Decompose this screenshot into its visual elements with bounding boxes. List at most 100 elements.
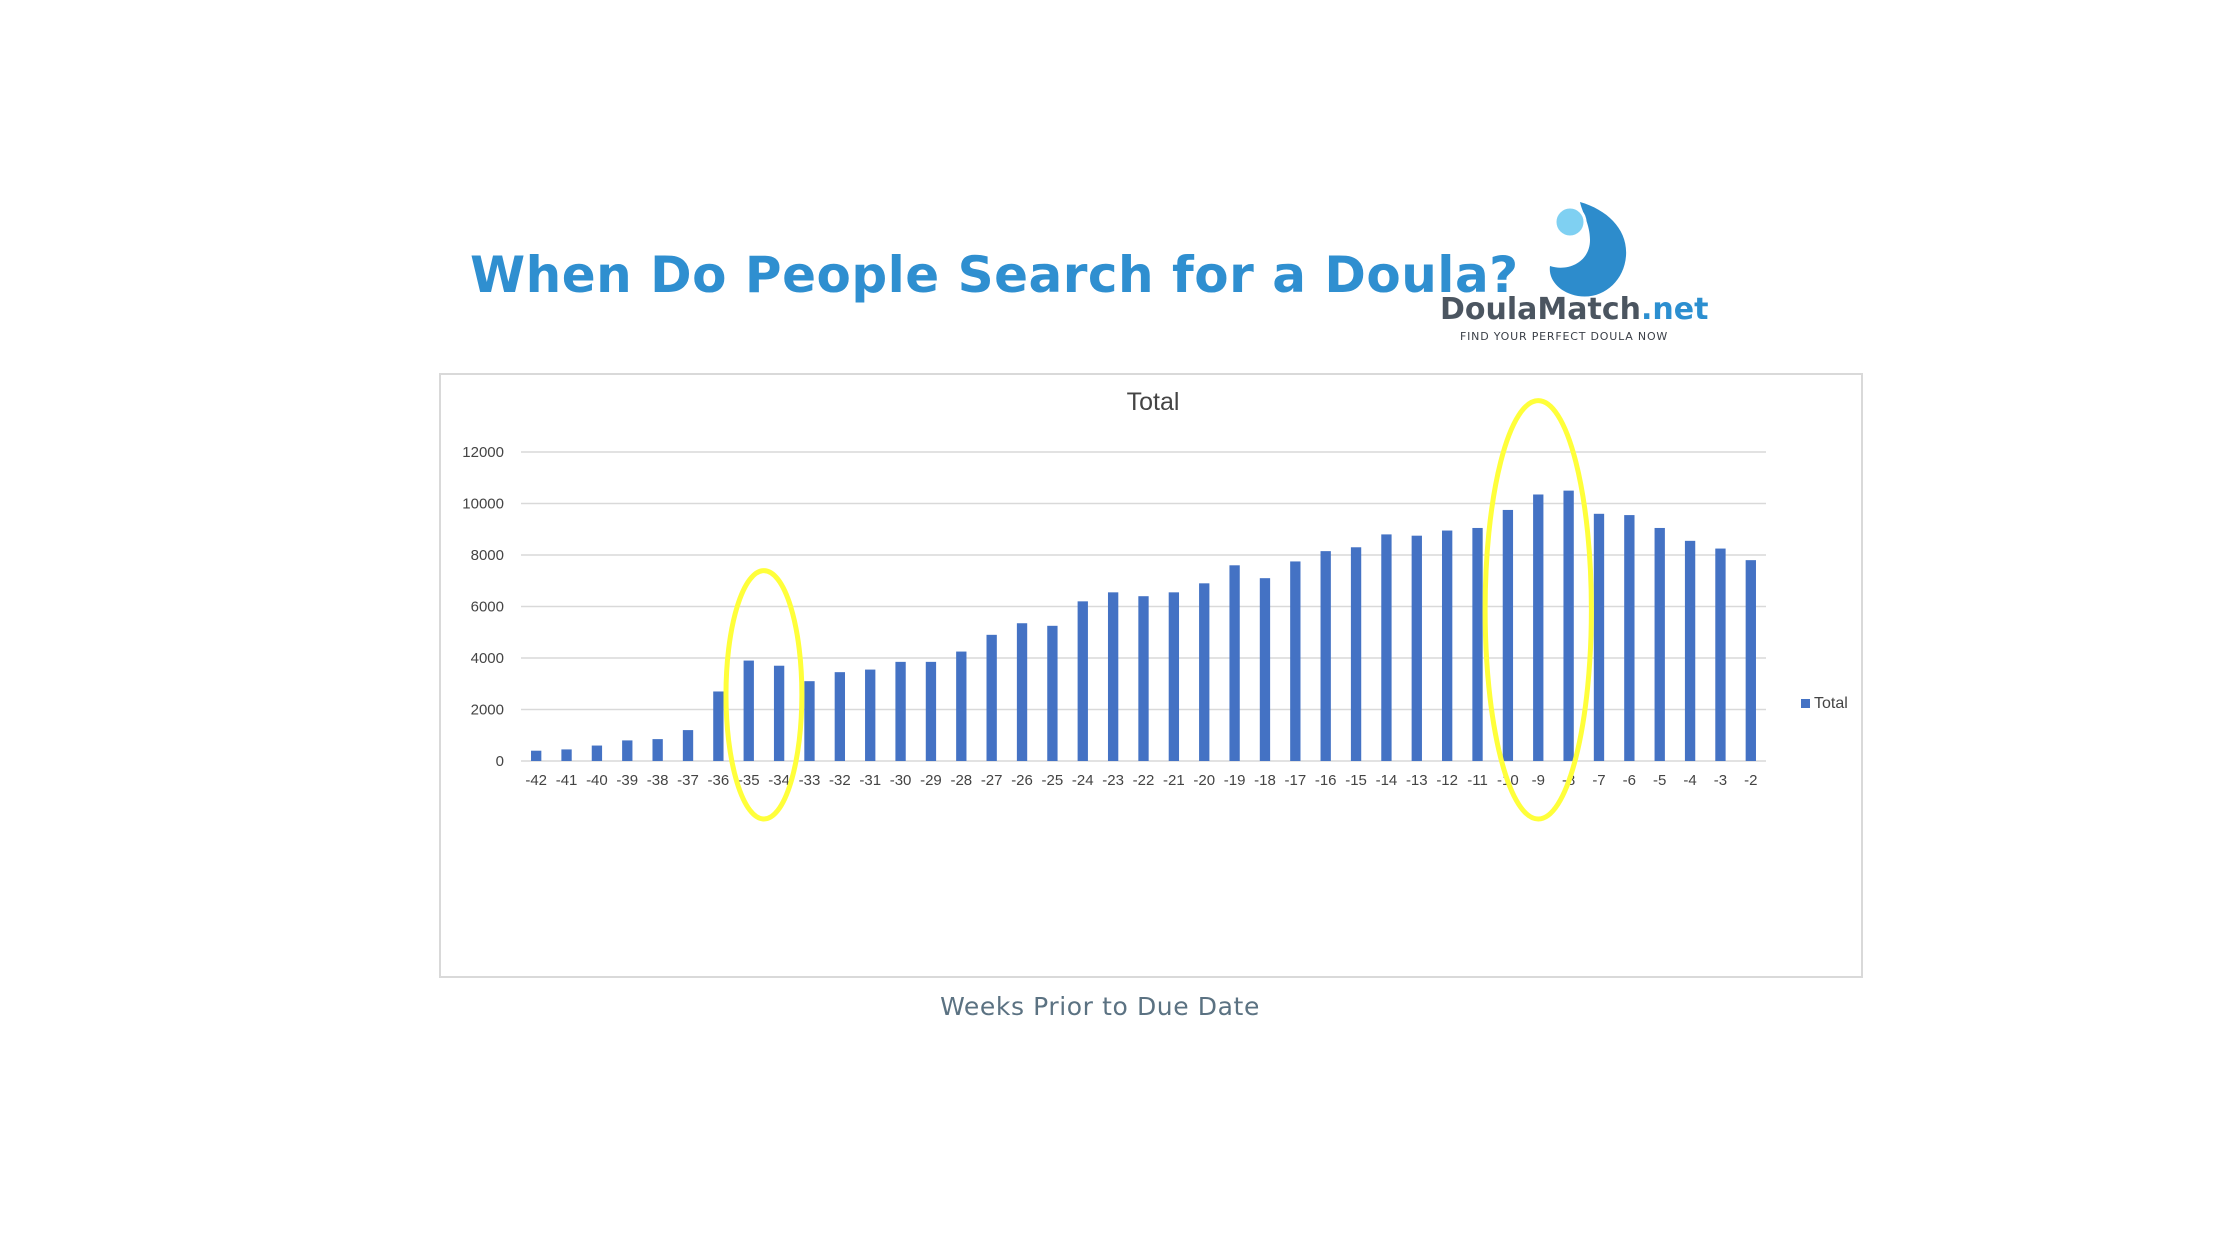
x-tick-label: -12	[1436, 772, 1458, 789]
doulamatch-logo-icon	[1549, 202, 1627, 297]
bar--31	[865, 669, 876, 761]
bar--37	[682, 730, 694, 761]
bar--25	[1047, 625, 1058, 761]
bar--24	[1077, 601, 1088, 761]
x-tick-label: -35	[738, 772, 760, 789]
bar--3	[1715, 548, 1726, 761]
y-tick-label: 6000	[471, 599, 504, 616]
bar--34	[773, 665, 785, 761]
bar--35	[743, 660, 754, 761]
y-tick-label: 0	[496, 753, 504, 770]
bar-chart: 0 2000 4000 6000 8000 10000 12000 -42 -41 -40 -39…	[462, 388, 1848, 822]
logo-tagline: FIND YOUR PERFECT DOULA NOW	[1460, 330, 1669, 343]
x-tick-label: -20	[1193, 772, 1215, 789]
bar--2	[1745, 560, 1756, 761]
x-tick-label: -17	[1284, 772, 1306, 789]
slide-title: When Do People Search for a Doula?	[470, 246, 1519, 304]
bar--17	[1290, 561, 1301, 761]
bar--15	[1350, 547, 1362, 761]
bar--40	[591, 745, 603, 761]
y-tick-label: 10000	[462, 496, 504, 513]
x-tick-label: -31	[859, 772, 881, 789]
x-tick-label: -36	[708, 772, 730, 789]
bar--38	[652, 739, 663, 761]
x-tick-label: -18	[1254, 772, 1276, 789]
x-tick-label: -26	[1011, 772, 1033, 789]
x-tick-label: -30	[890, 772, 912, 789]
bar--30	[895, 661, 906, 761]
bar--39	[622, 740, 633, 761]
logo-droplet	[1549, 202, 1627, 297]
x-tick-label: -39	[616, 772, 638, 789]
x-tick-label: -23	[1102, 772, 1124, 789]
bar--12	[1441, 530, 1453, 761]
logo-wordmark: DoulaMatch.net	[1440, 292, 1708, 327]
x-tick-label: -19	[1224, 772, 1246, 789]
bar--10	[1502, 509, 1514, 761]
x-tick-label: -14	[1376, 772, 1398, 789]
highlight-ellipse	[1482, 398, 1594, 822]
bar--32	[834, 672, 846, 761]
x-axis-caption: Weeks Prior to Due Date	[940, 992, 1260, 1021]
x-tick-label: -11	[1467, 772, 1488, 789]
bar--27	[986, 634, 997, 761]
x-tick-label: -28	[950, 772, 972, 789]
bar--8	[1563, 490, 1574, 761]
bar--6	[1624, 515, 1635, 761]
y-tick-label: 2000	[471, 702, 504, 719]
legend-swatch	[1801, 699, 1810, 708]
x-tick-label: -15	[1345, 772, 1367, 789]
bar--5	[1654, 527, 1665, 761]
legend-label: Total	[1814, 695, 1848, 712]
x-tick-label: -4	[1683, 772, 1696, 789]
x-tick-label: -13	[1406, 772, 1428, 789]
bar--41	[561, 749, 572, 761]
bar--13	[1411, 535, 1422, 761]
chart-title: Total	[1127, 388, 1180, 416]
highlight-ellipse	[723, 568, 805, 822]
x-tick-label: -33	[799, 772, 821, 789]
bar--16	[1320, 551, 1331, 761]
x-tick-label: -37	[677, 772, 699, 789]
x-tick-label: -2	[1744, 772, 1757, 789]
x-tick-label: -22	[1133, 772, 1155, 789]
x-tick-label: -9	[1532, 772, 1545, 789]
logo-brand: DoulaMatch	[1440, 292, 1641, 327]
x-tick-label: -38	[647, 772, 669, 789]
bar--29	[925, 661, 937, 761]
logo-dot	[1553, 205, 1587, 239]
y-tick-label: 4000	[471, 650, 504, 667]
x-tick-label: -27	[981, 772, 1003, 789]
x-tick-label: -16	[1315, 772, 1337, 789]
bar--4	[1684, 540, 1696, 761]
x-tick-label: -3	[1714, 772, 1727, 789]
x-tick-label: -24	[1072, 772, 1094, 789]
x-tick-label: -40	[586, 772, 608, 789]
x-tick-label: -34	[768, 772, 790, 789]
bar--36	[713, 691, 724, 761]
x-tick-label: -5	[1653, 772, 1666, 789]
bar--18	[1259, 578, 1271, 761]
y-tick-label: 8000	[471, 547, 504, 564]
bar--14	[1381, 534, 1392, 761]
bar--23	[1107, 592, 1119, 761]
chart-frame: 0 2000 4000 6000 8000 10000 12000 -42 -41 -40 -39…	[439, 373, 1863, 978]
bar--26	[1016, 623, 1028, 761]
logo-tld: .net	[1640, 292, 1709, 327]
x-tick-label: -6	[1623, 772, 1636, 789]
x-tick-label: -7	[1592, 772, 1605, 789]
x-tick-label: -21	[1163, 772, 1185, 789]
bar--19	[1229, 565, 1240, 761]
bar--33	[804, 681, 815, 761]
y-tick-label: 12000	[462, 444, 504, 461]
bar--20	[1199, 583, 1210, 761]
bar--42	[531, 750, 542, 761]
bar--28	[956, 651, 967, 761]
bar--22	[1138, 596, 1149, 761]
x-tick-label: -32	[829, 772, 851, 789]
bar--21	[1168, 592, 1180, 761]
x-tick-label: -29	[920, 772, 942, 789]
bar--9	[1533, 494, 1544, 761]
x-tick-label: -42	[525, 772, 547, 789]
bar--11	[1472, 527, 1483, 761]
